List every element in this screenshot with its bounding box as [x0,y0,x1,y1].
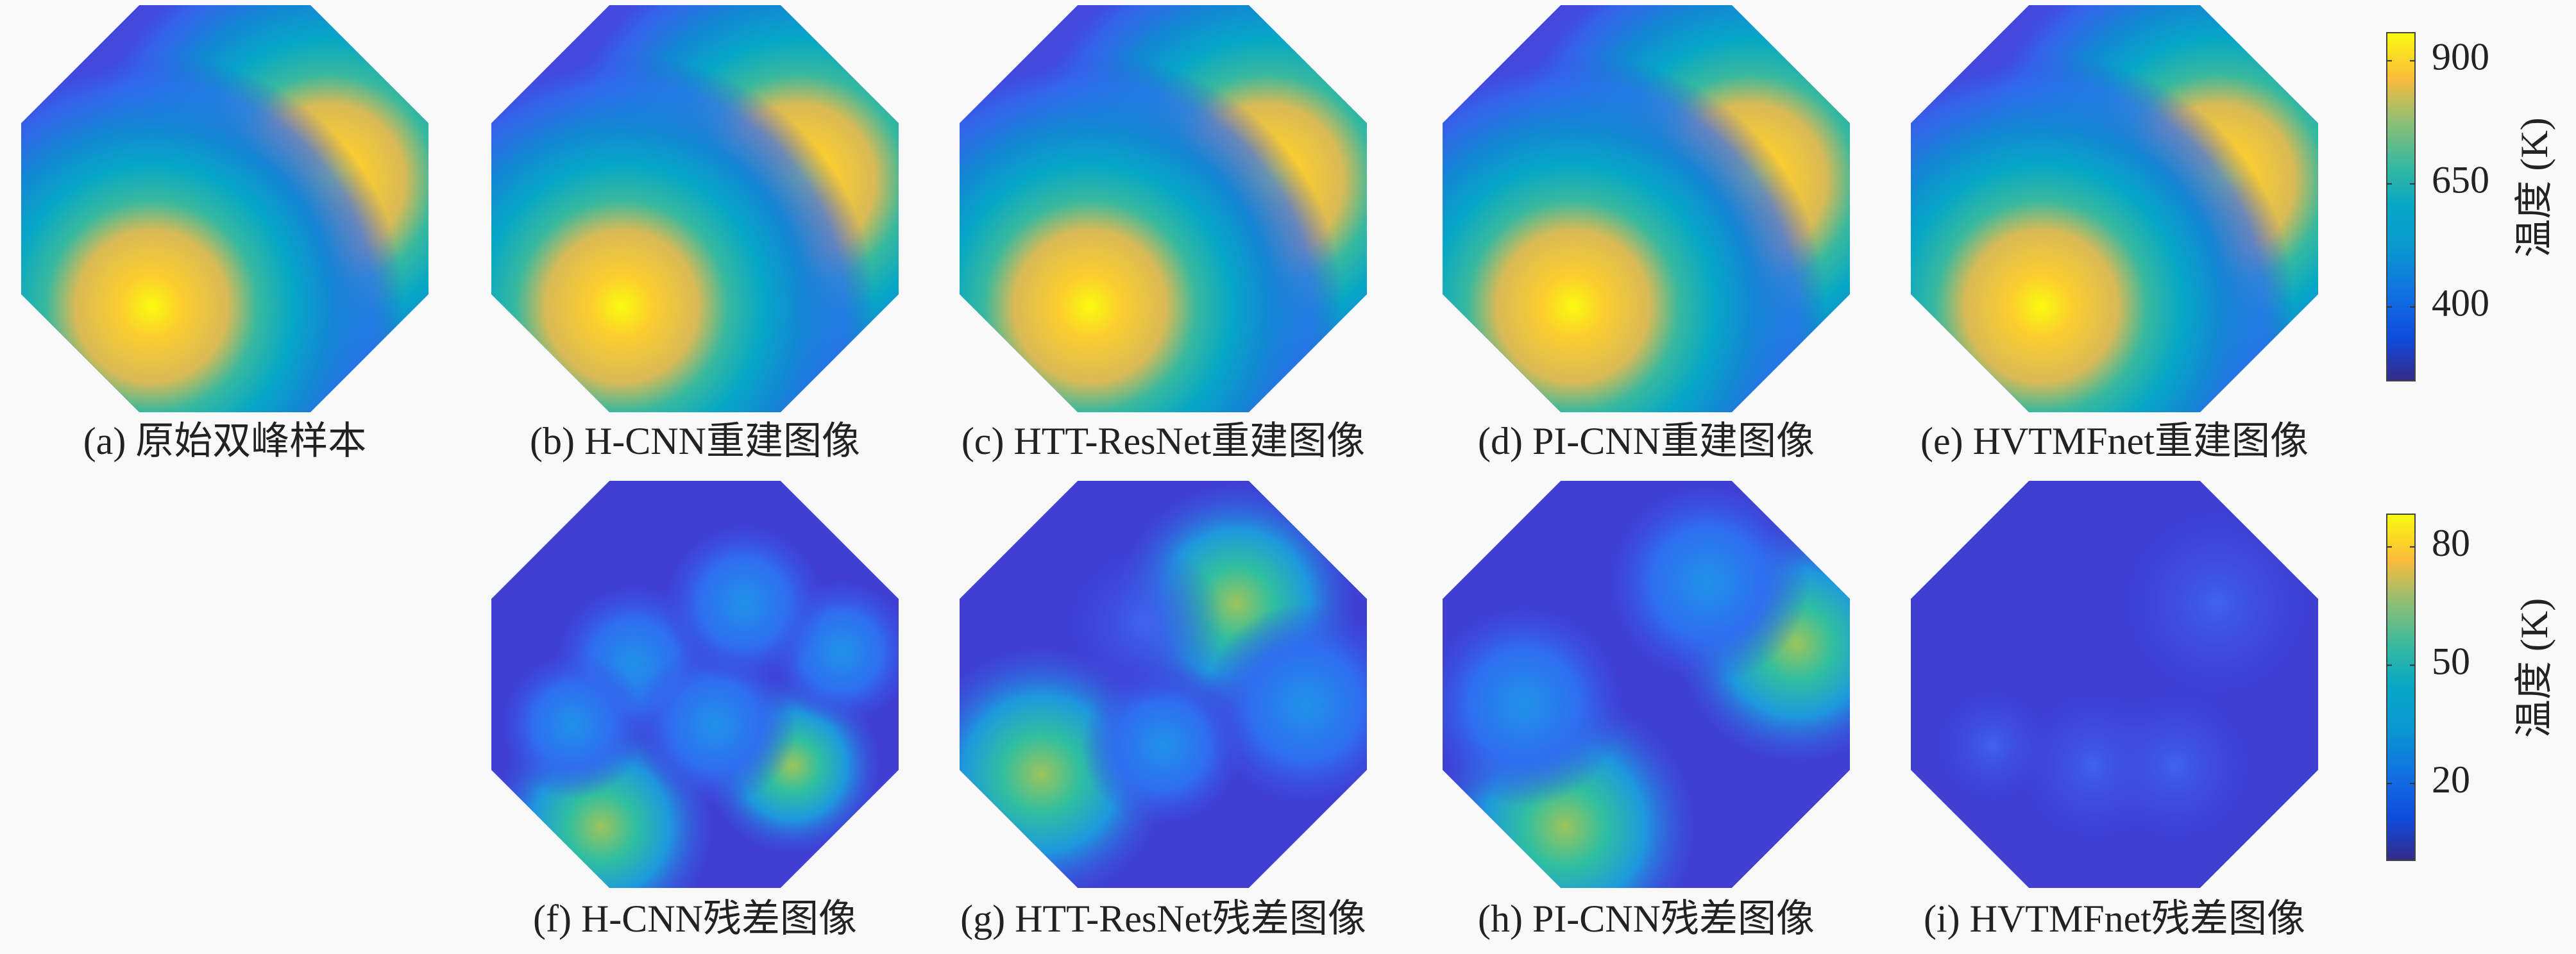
heatmap-panel [1443,481,1850,888]
heatmap-blob [1061,542,1224,705]
panel-caption: (h) PI-CNN残差图像 [1478,898,1815,940]
colorbar-tick-label: 80 [2432,522,2470,564]
heatmap-blob [1911,54,2294,412]
heatmap [491,481,899,888]
heatmap [960,481,1367,888]
heatmap-panel [491,481,899,888]
colorbar [2386,32,2416,381]
panel-caption: (i) HVTMFnet残差图像 [1924,898,2305,940]
heatmap [491,5,899,412]
heatmap-panel [1911,481,2318,888]
heatmap-blob [1606,481,1809,685]
heatmap [1911,481,2318,888]
heatmap-blob [662,521,826,685]
panel-caption: (b) H-CNN重建图像 [530,420,860,462]
heatmap-blob [2114,501,2318,705]
panel-caption: (f) H-CNN残差图像 [533,898,857,940]
heatmap [1443,5,1850,412]
heatmap-panel [21,5,428,412]
heatmap-blob [2094,684,2257,848]
panel-caption: (g) HTT-ResNet残差图像 [960,898,1366,940]
colorbar-tick-label: 400 [2432,282,2489,324]
heatmap [21,5,428,412]
heatmap-panel [1911,5,2318,412]
colorbar-tick-label: 50 [2432,640,2470,682]
colorbar-label: 温度 (K) [2513,117,2555,257]
panel-caption: (a) 原始双峰样本 [83,420,367,462]
colorbar-tick-label: 900 [2432,36,2489,78]
heatmap [1911,5,2318,412]
heatmap-blob [499,651,647,799]
heatmap-panel [960,481,1367,888]
colorbar-tick-label: 20 [2432,758,2470,801]
colorbar-tick-label: 650 [2432,159,2489,201]
heatmap [960,5,1367,412]
colorbar-label: 温度 (K) [2513,598,2555,738]
heatmap-blob [1443,54,1826,412]
panel-caption: (c) HTT-ResNet重建图像 [962,420,1365,462]
heatmap-blob [634,644,797,807]
panel-caption: (d) PI-CNN重建图像 [1478,420,1815,462]
colorbar [2386,514,2416,861]
heatmap-panel [960,5,1367,412]
panel-caption: (e) HVTMFnet重建图像 [1920,420,2309,462]
heatmap-blob [1081,664,1245,827]
heatmap-blob [1443,603,1626,807]
heatmap-blob [1204,603,1367,807]
heatmap-blob [1931,684,2054,807]
heatmap [1443,481,1850,888]
heatmap-panel [1443,5,1850,412]
heatmap-blob [960,54,1343,412]
heatmap-blob [491,54,874,412]
heatmap-blob [21,54,404,412]
heatmap-panel [491,5,899,412]
